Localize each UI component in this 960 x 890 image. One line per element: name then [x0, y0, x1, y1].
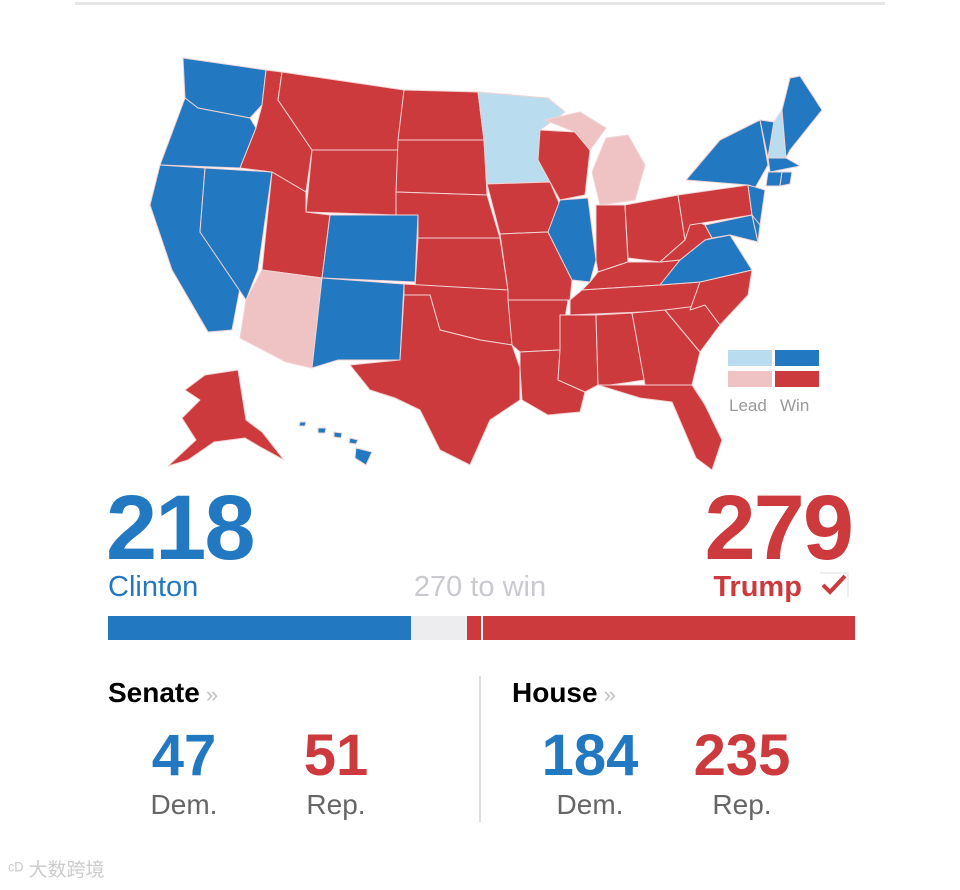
dem-electoral-votes: 218: [106, 477, 255, 579]
state-florida[interactable]: [597, 384, 723, 471]
state-connecticut[interactable]: [765, 171, 783, 187]
state-new-mexico[interactable]: [311, 277, 405, 369]
watermark: ᶜᴰ 大数跨境: [8, 858, 105, 884]
state-delaware[interactable]: [751, 214, 761, 243]
watermark-logo-icon: ᶜᴰ: [8, 860, 29, 881]
top-divider: [75, 2, 885, 5]
state-rhode-island[interactable]: [779, 171, 793, 187]
check-mark-icon: [818, 571, 850, 607]
legend-rep-lead-swatch: [728, 371, 772, 387]
house-heading[interactable]: House»: [512, 676, 616, 712]
state-michigan[interactable]: [544, 111, 646, 206]
state-iowa[interactable]: [486, 181, 561, 235]
legend-lead-label: Lead: [729, 396, 767, 415]
rep-bar-segment: [467, 616, 855, 640]
us-election-map: [149, 57, 823, 471]
state-hawaii[interactable]: [298, 421, 373, 466]
state-maine[interactable]: [781, 75, 823, 159]
state-arkansas[interactable]: [507, 299, 569, 353]
state-colorado[interactable]: [321, 214, 419, 283]
state-kansas[interactable]: [414, 237, 509, 291]
state-pennsylvania[interactable]: [677, 184, 753, 241]
senate-dem-label: Dem.: [150, 789, 218, 820]
state-alaska[interactable]: [167, 369, 285, 467]
state-north-dakota[interactable]: [397, 89, 485, 141]
state-wyoming[interactable]: [305, 149, 399, 216]
senate-title: Senate: [108, 677, 200, 708]
rep-electoral-votes: 279: [704, 477, 854, 579]
state-nevada[interactable]: [199, 167, 273, 301]
rep-candidate-block: Trump: [713, 570, 850, 607]
state-new-york[interactable]: [685, 119, 769, 189]
legend-dem-lead-swatch: [728, 350, 772, 366]
senate-heading[interactable]: Senate»: [108, 676, 218, 712]
dem-candidate-name: Clinton: [108, 571, 199, 603]
state-georgia[interactable]: [631, 309, 701, 386]
threshold-marker: [480, 616, 483, 640]
house-rep-seats: 235: [693, 723, 791, 788]
state-maryland[interactable]: [704, 214, 759, 243]
senate-chevron-icon: »: [205, 682, 219, 707]
watermark-text: 大数跨境: [28, 860, 105, 881]
state-alabama[interactable]: [595, 312, 646, 386]
rep-candidate-name: Trump: [713, 571, 802, 603]
house-chevron-icon: »: [603, 682, 616, 707]
dem-bar-segment: [108, 616, 411, 640]
senate-rep-seats: 51: [303, 723, 369, 788]
senate-dem-seats: 47: [151, 723, 217, 788]
house-dem-label: Dem.: [556, 789, 624, 820]
state-texas[interactable]: [349, 294, 521, 466]
senate-rep-label: Rep.: [306, 789, 366, 820]
electoral-vote-bar: [108, 616, 855, 640]
map-legend: Lead Win: [727, 350, 822, 420]
state-massachusetts[interactable]: [767, 157, 801, 173]
state-indiana[interactable]: [595, 204, 629, 273]
legend-win-label: Win: [780, 396, 810, 415]
state-mississippi[interactable]: [557, 314, 599, 393]
section-divider: [479, 676, 481, 822]
house-dem-seats: 184: [541, 723, 639, 788]
state-south-dakota[interactable]: [395, 139, 488, 196]
legend-rep-win-swatch: [775, 371, 819, 387]
threshold-label: 270 to win: [413, 571, 547, 603]
house-rep-label: Rep.: [712, 789, 772, 820]
house-title: House: [512, 677, 598, 708]
legend-dem-win-swatch: [775, 350, 819, 366]
